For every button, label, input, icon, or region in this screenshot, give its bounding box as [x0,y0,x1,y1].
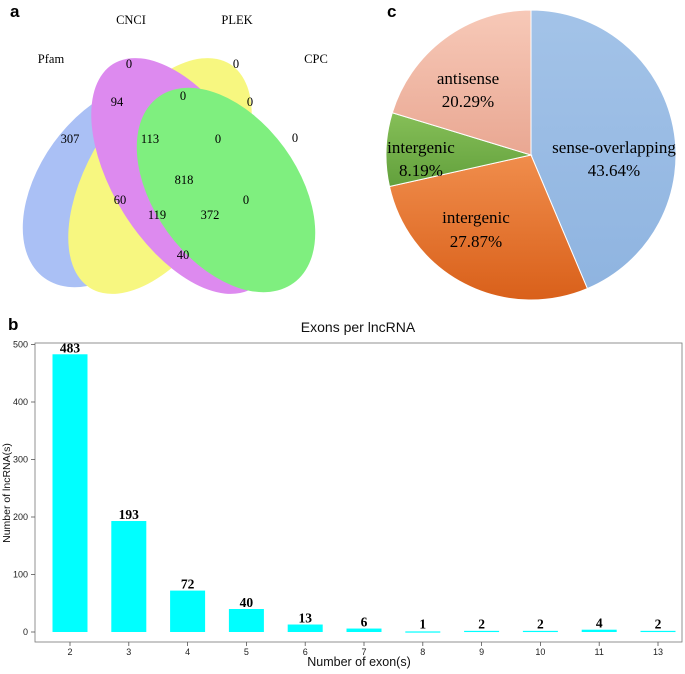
bar-11 [581,629,617,632]
y-tick-label: 0 [23,627,28,637]
venn-count-pfam-plek: 60 [114,193,127,207]
y-tick-label: 300 [13,455,28,465]
venn-label-plek: PLEK [221,13,252,27]
venn-count-pfam-cnci: 94 [111,95,124,109]
pie-label-sense-overlapping: sense-overlapping [552,138,676,157]
bar-chart-title: Exons per lncRNA [301,319,416,335]
venn-count-pfam-cpc: 40 [177,248,190,262]
data-label-2: 483 [60,340,81,355]
x-tick-label-3: 3 [126,647,131,657]
pie-label-intergenic-large: intergenic [442,208,510,227]
data-label-13: 2 [655,617,662,632]
pie-label-antisense: antisense [437,69,499,88]
data-label-9: 2 [478,617,485,632]
data-label-10: 2 [537,617,544,632]
x-tick-label-9: 9 [479,647,484,657]
venn-count-cnci-only: 0 [126,57,132,71]
panel-letter-b: b [8,315,18,334]
venn-label-cnci: CNCI [116,13,146,27]
plot-frame [34,342,683,643]
venn-count-all-four: 818 [175,173,194,187]
venn-count-cpc-only: 0 [292,131,298,145]
venn-count-cnci-cpc: 0 [243,193,249,207]
venn-count-plek-cpc: 0 [247,95,253,109]
data-label-8: 1 [419,617,426,632]
pie-slice-sense-overlapping-0 [530,9,677,290]
pie-value-antisense: 20.29% [442,92,494,111]
x-tick-label-7: 7 [361,647,366,657]
data-label-5: 40 [240,595,254,610]
venn-count-cnci-plek: 0 [180,89,186,103]
y-tick-label: 400 [13,397,28,407]
venn-set-cpc [136,87,316,293]
y-tick-label: 200 [13,512,28,522]
venn-count-pfam-only: 307 [61,132,80,146]
venn-count-pfam-cnci-plek: 113 [141,132,159,146]
bar-5 [228,609,264,632]
pie-value-sense-overlapping: 43.64% [588,161,640,180]
pie-label-intergenic-small: intergenic [387,138,455,157]
data-label-6: 13 [298,611,312,626]
data-label-11: 4 [596,616,603,631]
bar-10 [522,630,558,633]
x-tick-label-5: 5 [244,647,249,657]
bar-4 [170,590,206,632]
bar-6 [287,624,323,632]
bar-2 [52,354,88,632]
x-tick-label-2: 2 [67,647,72,657]
venn-diagram: a Pfam CNCI PLEK CPC 307 0 0 0 94 0 0 60… [10,2,328,294]
pie-value-intergenic-large: 27.87% [450,232,502,251]
x-tick-label-4: 4 [185,647,190,657]
venn-count-plek-only: 0 [233,57,239,71]
data-label-3: 193 [119,507,140,522]
x-tick-label-11: 11 [595,647,604,657]
bar-8 [405,631,441,633]
x-tick-label-6: 6 [303,647,308,657]
venn-count-pfam-plek-cpc: 119 [148,208,166,222]
panel-letter-c: c [387,2,396,21]
data-label-7: 6 [361,615,368,630]
venn-count-cnci-plek-cpc: 0 [215,132,221,146]
y-tick-label: 500 [13,340,28,350]
pie-slice-antisense-3 [391,9,532,156]
x-tick-label-8: 8 [420,647,425,657]
venn-label-pfam: Pfam [38,52,65,66]
pie-value-intergenic-small: 8.19% [399,161,443,180]
bar-7 [346,628,382,632]
venn-count-pfam-cnci-cpc: 372 [201,208,220,222]
x-tick-label-13: 13 [653,647,663,657]
panel-letter-a: a [10,2,20,21]
data-label-4: 72 [181,577,195,592]
y-tick-label: 100 [13,570,28,580]
x-tick-label-10: 10 [535,647,545,657]
bar-13 [640,630,676,633]
venn-label-cpc: CPC [304,52,328,66]
x-axis-title: Number of exon(s) [307,655,411,669]
y-axis-title: Number of lncRNA(s) [1,443,13,543]
bar-9 [464,630,500,633]
pie-chart: c sense-overlapping 43.64% intergenic 27… [385,2,677,301]
bar-3 [111,521,147,632]
pie-slice-intergenic-1 [388,154,589,301]
